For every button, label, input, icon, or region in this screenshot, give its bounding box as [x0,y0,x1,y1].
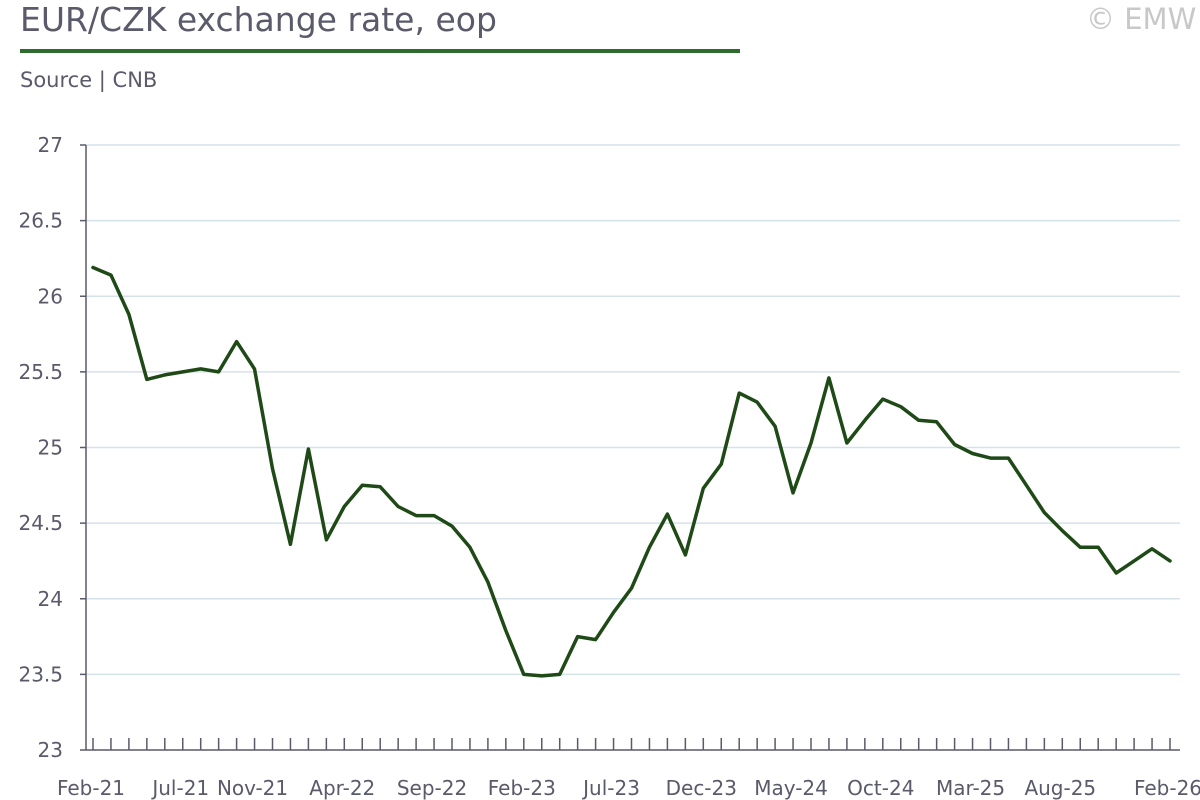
y-tick-label: 25 [38,436,63,460]
data-point [235,340,238,343]
data-point [989,456,992,460]
data-point [558,673,561,676]
data-point [971,452,974,455]
data-point [450,524,454,528]
data-point [899,405,902,408]
data-point [684,553,687,557]
copyright-watermark: © EMW [1086,2,1197,36]
x-tick-label: May-24 [754,776,828,800]
data-point [163,373,166,377]
data-point [1043,511,1046,514]
gridlines [86,144,1180,676]
data-point [648,546,651,549]
data-point [630,586,633,590]
data-point [773,425,777,428]
data-point [91,266,95,269]
y-tick-label: 24 [38,587,63,611]
data-point [127,313,131,316]
data-point [863,419,867,422]
y-tick-label: 26 [38,284,63,308]
source-label: Source | CNB [20,68,158,92]
data-point [1168,559,1172,563]
x-tick-label: Jul-23 [581,776,640,800]
x-tick-label: Oct-24 [847,776,914,800]
data-point [468,546,472,549]
data-point [504,629,508,632]
data-point [720,462,723,466]
data-point [809,441,813,445]
data-point [881,397,884,401]
chart-title: EUR/CZK exchange rate, eop [20,0,497,39]
data-point [666,512,669,516]
data-point [1007,456,1010,460]
series-line [91,265,1172,678]
x-tick-label: Feb-26 [1134,776,1200,800]
data-point [343,505,346,508]
y-tick-label: 26.5 [18,209,63,233]
data-point [1061,529,1064,532]
x-axis: Feb-21 Jul-21 Nov-21 Apr-22 Sep-22 Feb-23 Jul-… [57,738,1200,800]
data-point [109,273,113,277]
data-point [432,514,436,517]
data-point [289,543,292,546]
x-tick-label: Feb-21 [57,776,125,800]
data-point [540,674,543,678]
data-point [414,514,418,517]
y-tick-label: 23 [38,738,63,762]
x-tick-label: Dec-23 [666,776,737,800]
x-tick-label: Aug-25 [1024,776,1096,800]
data-point [576,635,579,638]
y-tick-label: 23.5 [18,662,63,686]
data-point [522,673,525,676]
x-tick-label: Nov-21 [217,776,288,800]
x-tick-label: Mar-25 [936,776,1005,800]
data-point [1132,559,1136,563]
data-point [199,367,202,371]
data-point [702,487,705,490]
data-point [396,505,400,508]
data-point [827,376,831,380]
series-layer [91,265,1172,678]
data-point [594,638,597,641]
data-point [1114,571,1118,575]
title-underline [20,49,740,53]
x-tick-label: Feb-23 [488,776,556,800]
data-point [145,378,149,381]
data-point [612,611,615,614]
data-point [755,400,759,404]
data-point [307,447,310,451]
data-point [935,420,938,423]
data-point [1025,484,1028,487]
data-point [1079,546,1082,549]
data-point [217,370,220,374]
data-point [1150,547,1154,551]
data-point [953,443,956,446]
y-tick-label: 24.5 [18,511,63,535]
data-point [845,441,849,445]
data-point [791,491,795,495]
y-tick-label: 27 [38,133,63,157]
data-point [486,580,490,584]
data-point [325,538,328,541]
x-tick-label: Sep-22 [397,776,467,800]
data-point [181,370,184,374]
data-point [917,419,920,422]
x-tick-label: Apr-22 [309,776,375,800]
y-axis: 23 23.5 24 24.5 25 25.5 26 26.5 27 [18,133,87,762]
x-tick-label: Jul-21 [150,776,209,800]
data-point [361,484,364,487]
data-point [738,391,741,395]
data-point [1097,546,1100,549]
data-point [253,367,256,371]
data-point [271,467,274,470]
y-tick-label: 25.5 [18,360,63,384]
data-point [379,485,382,489]
